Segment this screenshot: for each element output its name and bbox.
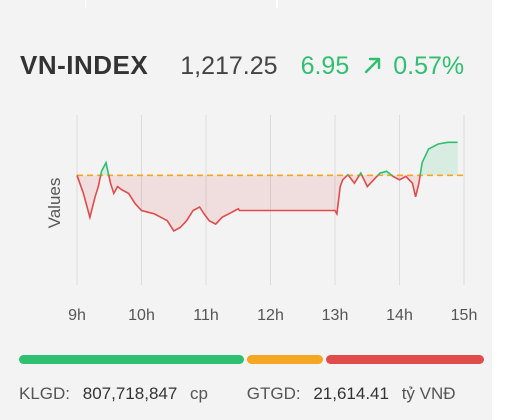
breadth-segment-unchanged xyxy=(247,355,323,364)
x-tick-label: 15h xyxy=(451,307,478,324)
area-below-reference xyxy=(77,175,421,231)
x-tick-label: 11h xyxy=(193,307,219,324)
intraday-chart: 9h 10h 11h 12h 13h 14h 15h Values xyxy=(45,115,477,324)
gtgd-label: GTGD: xyxy=(246,384,301,403)
market-breadth-bar xyxy=(19,355,484,364)
arrow-up-right-icon xyxy=(363,55,383,75)
index-name[interactable]: VN-INDEX xyxy=(20,50,149,80)
breadth-segment-down xyxy=(326,355,484,364)
x-tick-label: 10h xyxy=(128,307,155,324)
x-tick-label: 12h xyxy=(257,307,284,324)
series-line-below xyxy=(76,175,421,232)
footer-stats: KLGD: 807,718,847 cp GTGD: 21,614.41 tỷ … xyxy=(19,384,456,404)
gtgd-value: 21,614.41 xyxy=(313,384,389,403)
chart-grid xyxy=(76,115,465,285)
x-tick-label: 14h xyxy=(386,307,413,324)
klgd-label: KLGD: xyxy=(19,384,71,403)
x-axis-ticks: 9h 10h 11h 12h 13h 14h 15h xyxy=(68,307,477,324)
klgd-value: 807,718,847 xyxy=(82,384,178,403)
x-tick-label: 13h xyxy=(322,307,349,324)
index-header: VN-INDEX 1,217.25 6.95 0.57% xyxy=(20,50,464,84)
index-change: 6.95 xyxy=(300,52,350,80)
klgd-unit: cp xyxy=(190,384,209,403)
top-tab-strip xyxy=(0,0,505,8)
x-tick-label: 9h xyxy=(68,307,86,324)
y-axis-label: Values xyxy=(45,178,64,229)
index-value: 1,217.25 xyxy=(180,52,278,80)
breadth-segment-up xyxy=(19,355,244,364)
index-change-percent: 0.57% xyxy=(393,52,465,80)
gtgd-unit: tỷ VNĐ xyxy=(401,384,456,403)
